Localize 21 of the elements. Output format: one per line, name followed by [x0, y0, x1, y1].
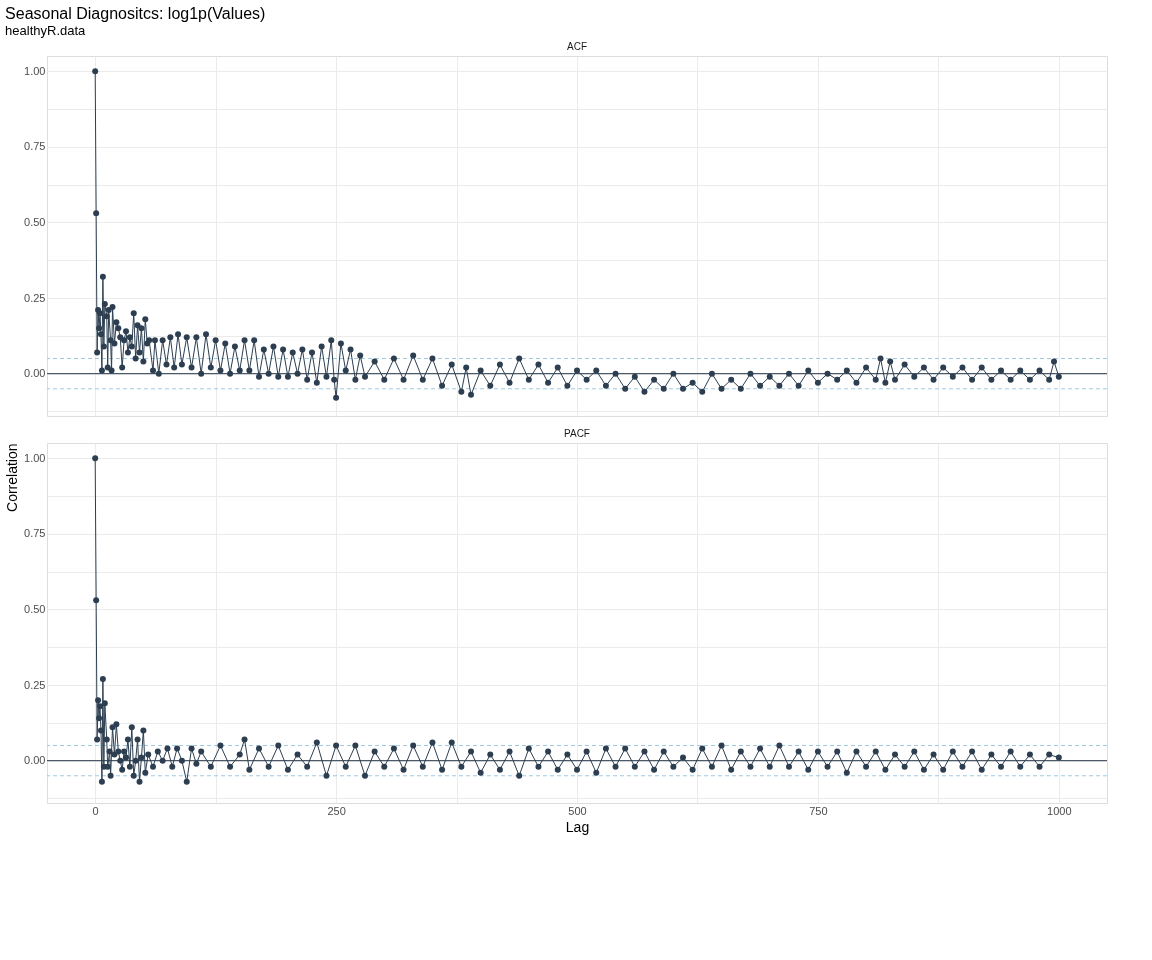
- y-tick-label: 0.25: [24, 678, 46, 691]
- y-tick-label: 0.00: [24, 754, 46, 767]
- y-tick-label: 1.00: [24, 451, 46, 464]
- x-tick-label: 250: [327, 804, 346, 817]
- y-tick-label: 0.00: [24, 367, 46, 380]
- x-tick-label: 500: [568, 804, 587, 817]
- y-tick-label: 0.50: [24, 215, 46, 228]
- y-tick-label: 0.75: [24, 527, 46, 540]
- x-axis-title: Lag: [565, 818, 590, 835]
- y-tick-label: 0.50: [24, 602, 46, 615]
- y-tick-label: 0.25: [24, 291, 46, 304]
- y-tick-label: 0.75: [24, 140, 46, 153]
- y-axis-title: Correlation: [4, 443, 21, 512]
- text: Seasonal Diagnositcs: log1p(Values): [5, 4, 266, 22]
- y-tick-label: 1.00: [24, 64, 46, 77]
- text: healthyR.data: [5, 22, 87, 38]
- chart-title: PACF: [564, 428, 590, 439]
- chart-title: ACF: [567, 41, 587, 52]
- x-tick-label: 1000: [1047, 804, 1072, 817]
- x-tick-label: 0: [92, 804, 99, 817]
- x-tick-label: 750: [809, 804, 828, 817]
